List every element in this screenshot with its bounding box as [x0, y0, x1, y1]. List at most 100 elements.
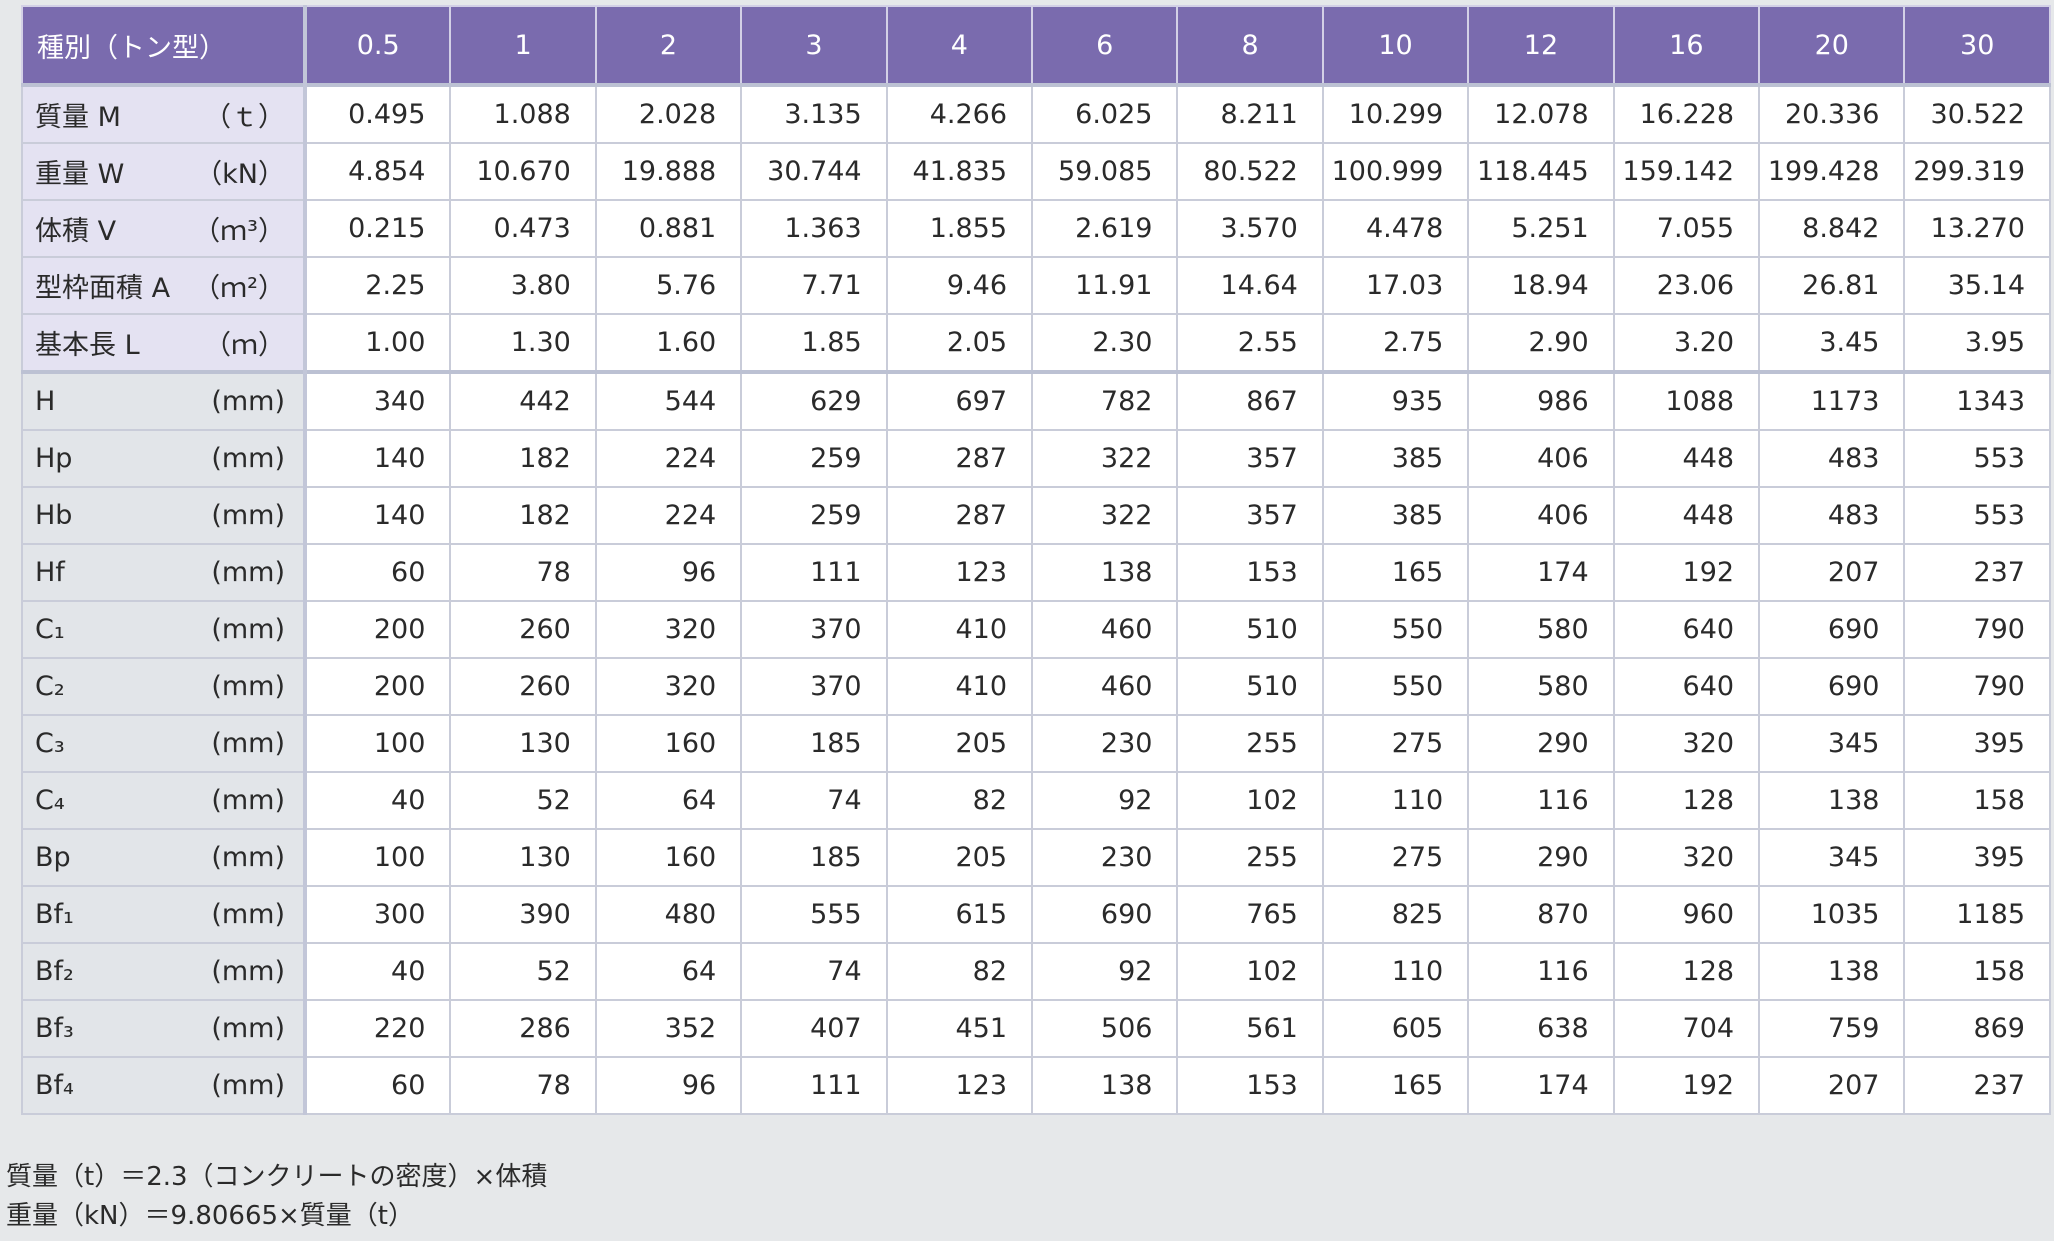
- value-cell: 3.20: [1612, 313, 1761, 373]
- value-cell: 395: [1903, 828, 2051, 887]
- row-label: 型枠面積 A: [35, 273, 171, 304]
- value-cell: 290: [1467, 828, 1615, 887]
- value-cell: 1.088: [449, 83, 597, 144]
- header-cell: 30: [1903, 5, 2051, 86]
- value-cell: 448: [1612, 429, 1761, 488]
- value-cell: 385: [1321, 429, 1470, 488]
- value-cell: 12.078: [1467, 83, 1615, 144]
- value-cell: 7.055: [1612, 199, 1761, 258]
- value-cell: 259: [740, 429, 888, 488]
- value-cell: 110: [1321, 942, 1470, 1001]
- row-unit: （ｍ）: [204, 330, 285, 361]
- value-cell: 100: [303, 828, 452, 887]
- value-cell: 782: [1031, 370, 1179, 431]
- value-cell: 352: [594, 999, 743, 1058]
- value-cell: 153: [1176, 1056, 1324, 1115]
- value-cell: 35.14: [1903, 256, 2051, 315]
- value-cell: 640: [1612, 600, 1761, 659]
- value-cell: 1.855: [885, 199, 1034, 258]
- value-cell: 182: [449, 429, 597, 488]
- value-cell: 20.336: [1758, 83, 1906, 144]
- row-unit: (mm): [211, 1070, 285, 1101]
- row-label: Hb: [35, 500, 73, 531]
- value-cell: 451: [885, 999, 1034, 1058]
- value-cell: 52: [449, 942, 597, 1001]
- row-label-cell: C₂ (mm): [21, 657, 307, 716]
- row-label: 重量 W: [35, 159, 125, 190]
- value-cell: 159.142: [1612, 142, 1761, 201]
- row-unit: (mm): [211, 899, 285, 930]
- value-cell: 153: [1176, 543, 1324, 602]
- value-cell: 165: [1321, 1056, 1470, 1115]
- table-row: Bf₁ (mm) 300 390 480 555 615 690 765 825 870 960 103…: [21, 885, 2051, 944]
- value-cell: 230: [1031, 714, 1179, 773]
- row-label-cell: 体積 V （ｍ³）: [21, 199, 307, 258]
- table-row: Bf₃ (mm) 220 286 352 407 451 506 561 605 638 704 759…: [21, 999, 2051, 1058]
- value-cell: 10.670: [449, 142, 597, 201]
- value-cell: 640: [1612, 657, 1761, 716]
- header-cell: 12: [1467, 5, 1615, 86]
- value-cell: 19.888: [594, 142, 743, 201]
- value-cell: 553: [1903, 486, 2051, 545]
- value-cell: 320: [1612, 714, 1761, 773]
- value-cell: 111: [740, 1056, 888, 1115]
- value-cell: 116: [1467, 771, 1615, 830]
- value-cell: 2.75: [1321, 313, 1470, 373]
- value-cell: 205: [885, 828, 1034, 887]
- value-cell: 867: [1176, 370, 1324, 431]
- value-cell: 759: [1758, 999, 1906, 1058]
- value-cell: 92: [1031, 942, 1179, 1001]
- value-cell: 320: [1612, 828, 1761, 887]
- value-cell: 345: [1758, 714, 1906, 773]
- header-cell: 3: [740, 5, 888, 86]
- note: 重量（kN）＝9.80665×質量（t）: [6, 1201, 415, 1231]
- table-row: C₂ (mm) 200 260 320 370 410 460 510 550 580 640 690 7…: [21, 657, 2051, 716]
- value-cell: 60: [303, 543, 452, 602]
- table-row: Hb (mm) 140 182 224 259 287 322 357 385 406 448 483 5…: [21, 486, 2051, 545]
- row-label: Bf₁: [35, 899, 74, 930]
- value-cell: 2.619: [1031, 199, 1179, 258]
- value-cell: 80.522: [1176, 142, 1324, 201]
- value-cell: 30.522: [1903, 83, 2051, 144]
- value-cell: 237: [1903, 1056, 2051, 1115]
- row-unit: (mm): [211, 500, 285, 531]
- value-cell: 128: [1612, 942, 1761, 1001]
- value-cell: 96: [594, 1056, 743, 1115]
- value-cell: 18.94: [1467, 256, 1615, 315]
- value-cell: 2.90: [1467, 313, 1615, 373]
- value-cell: 290: [1467, 714, 1615, 773]
- value-cell: 102: [1176, 942, 1324, 1001]
- row-label-cell: C₃ (mm): [21, 714, 307, 773]
- value-cell: 64: [594, 942, 743, 1001]
- value-cell: 260: [449, 657, 597, 716]
- value-cell: 986: [1467, 370, 1615, 431]
- value-cell: 3.95: [1903, 313, 2051, 373]
- value-cell: 2.55: [1176, 313, 1324, 373]
- value-cell: 185: [740, 714, 888, 773]
- value-cell: 275: [1321, 828, 1470, 887]
- value-cell: 1.85: [740, 313, 888, 373]
- value-cell: 869: [1903, 999, 2051, 1058]
- value-cell: 174: [1467, 543, 1615, 602]
- value-cell: 299.319: [1903, 142, 2051, 201]
- value-cell: 410: [885, 657, 1034, 716]
- row-label-cell: 型枠面積 A （ｍ²）: [21, 256, 307, 315]
- value-cell: 40: [303, 942, 452, 1001]
- value-cell: 9.46: [885, 256, 1034, 315]
- row-unit: (mm): [211, 1013, 285, 1044]
- value-cell: 407: [740, 999, 888, 1058]
- row-label: Bf₄: [35, 1070, 74, 1101]
- header-cell: 16: [1612, 5, 1761, 86]
- value-cell: 690: [1031, 885, 1179, 944]
- value-cell: 460: [1031, 657, 1179, 716]
- value-cell: 82: [885, 942, 1034, 1001]
- value-cell: 74: [740, 771, 888, 830]
- value-cell: 605: [1321, 999, 1470, 1058]
- value-cell: 78: [449, 1056, 597, 1115]
- row-label-cell: 基本長 L （ｍ）: [21, 313, 307, 373]
- table-row: C₁ (mm) 200 260 320 370 410 460 510 550 580 640 690 7…: [21, 600, 2051, 659]
- row-label-cell: Bf₂ (mm): [21, 942, 307, 1001]
- value-cell: 286: [449, 999, 597, 1058]
- value-cell: 615: [885, 885, 1034, 944]
- table-row: H (mm) 340 442 544 629 697 782 867 935 986 1088 1173…: [21, 370, 2051, 431]
